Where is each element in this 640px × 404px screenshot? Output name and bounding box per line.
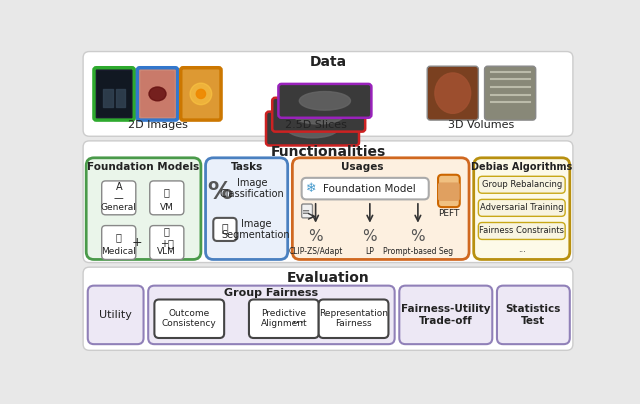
FancyBboxPatch shape <box>138 68 178 120</box>
Text: +: + <box>131 236 142 249</box>
Text: Tasks: Tasks <box>230 162 263 172</box>
FancyBboxPatch shape <box>83 141 573 263</box>
FancyBboxPatch shape <box>438 183 460 201</box>
Text: Data: Data <box>309 55 347 69</box>
FancyBboxPatch shape <box>86 158 201 259</box>
Text: Representation
Fairness: Representation Fairness <box>319 309 388 328</box>
FancyBboxPatch shape <box>319 299 388 338</box>
FancyBboxPatch shape <box>249 299 319 338</box>
Text: %: % <box>362 229 377 244</box>
FancyBboxPatch shape <box>438 175 460 207</box>
Text: A
—: A — <box>114 182 124 203</box>
FancyBboxPatch shape <box>97 71 131 117</box>
Text: Medical: Medical <box>101 247 136 256</box>
Ellipse shape <box>287 119 338 138</box>
FancyBboxPatch shape <box>399 286 492 344</box>
Text: Foundation Models: Foundation Models <box>88 162 200 172</box>
Text: %: % <box>308 229 323 244</box>
FancyBboxPatch shape <box>83 267 573 350</box>
FancyBboxPatch shape <box>301 178 429 200</box>
Text: 👁
+📄: 👁 +📄 <box>160 226 173 248</box>
Text: LP: LP <box>365 247 374 256</box>
Text: Group Fairness: Group Fairness <box>225 288 319 298</box>
Circle shape <box>190 83 212 105</box>
FancyBboxPatch shape <box>478 223 565 240</box>
Text: PEFT: PEFT <box>438 209 460 218</box>
Text: 👁: 👁 <box>164 187 170 198</box>
Ellipse shape <box>300 92 351 110</box>
Text: Image
Segmentation: Image Segmentation <box>221 219 290 240</box>
FancyBboxPatch shape <box>497 286 570 344</box>
Text: Foundation Model: Foundation Model <box>323 184 415 194</box>
FancyBboxPatch shape <box>83 52 573 136</box>
FancyBboxPatch shape <box>150 225 184 259</box>
Text: 📈: 📈 <box>116 232 122 242</box>
Text: 3D Volumes: 3D Volumes <box>449 120 515 130</box>
Text: Statistics
Test: Statistics Test <box>506 304 561 326</box>
Text: 📷: 📷 <box>221 225 228 234</box>
Text: VLM: VLM <box>157 247 176 256</box>
FancyBboxPatch shape <box>478 176 565 193</box>
FancyBboxPatch shape <box>140 71 175 117</box>
Circle shape <box>196 89 205 99</box>
FancyBboxPatch shape <box>184 71 218 117</box>
FancyBboxPatch shape <box>88 286 143 344</box>
FancyBboxPatch shape <box>154 299 224 338</box>
FancyBboxPatch shape <box>148 286 395 344</box>
Ellipse shape <box>293 105 344 124</box>
FancyBboxPatch shape <box>474 158 570 259</box>
FancyBboxPatch shape <box>213 218 237 241</box>
Text: Prompt-based Seg: Prompt-based Seg <box>383 247 453 256</box>
Text: ...: ... <box>518 245 525 254</box>
FancyBboxPatch shape <box>94 68 134 120</box>
Text: %: % <box>207 181 232 204</box>
Text: Functionalities: Functionalities <box>270 145 386 159</box>
FancyBboxPatch shape <box>102 225 136 259</box>
FancyBboxPatch shape <box>205 158 288 259</box>
Text: ...: ... <box>292 312 305 326</box>
Text: Image
Classification: Image Classification <box>220 178 284 200</box>
FancyBboxPatch shape <box>478 200 565 216</box>
Text: Adversarial Training: Adversarial Training <box>480 203 563 213</box>
FancyBboxPatch shape <box>102 181 136 215</box>
Text: Utility: Utility <box>99 310 132 320</box>
Text: Fairness-Utility
Trade-off: Fairness-Utility Trade-off <box>401 304 490 326</box>
Text: Predictive
Alignment: Predictive Alignment <box>260 309 307 328</box>
Text: ❄: ❄ <box>305 182 316 195</box>
Text: 2.5D Slices: 2.5D Slices <box>285 120 346 130</box>
FancyBboxPatch shape <box>272 98 365 132</box>
Text: Outcome
Consistency: Outcome Consistency <box>162 309 217 328</box>
FancyBboxPatch shape <box>301 204 312 218</box>
Text: Fairness Constraints: Fairness Constraints <box>479 227 564 236</box>
Text: Debias Algorithms: Debias Algorithms <box>471 162 572 172</box>
FancyBboxPatch shape <box>292 158 469 259</box>
Text: VM: VM <box>160 202 173 212</box>
FancyBboxPatch shape <box>278 84 371 118</box>
FancyBboxPatch shape <box>484 66 536 120</box>
Text: ≡: ≡ <box>302 207 310 217</box>
FancyBboxPatch shape <box>150 181 184 215</box>
Text: General: General <box>101 202 137 212</box>
Text: CLIP-ZS/Adapt: CLIP-ZS/Adapt <box>289 247 343 256</box>
Text: Group Rebalancing: Group Rebalancing <box>482 180 562 189</box>
Text: Usages: Usages <box>341 162 383 172</box>
FancyBboxPatch shape <box>428 66 478 120</box>
Text: 2D Images: 2D Images <box>127 120 188 130</box>
Text: Evaluation: Evaluation <box>287 271 369 285</box>
FancyBboxPatch shape <box>266 112 359 145</box>
FancyBboxPatch shape <box>180 68 221 120</box>
Ellipse shape <box>435 73 470 114</box>
Text: %: % <box>411 229 425 244</box>
Ellipse shape <box>149 87 166 101</box>
